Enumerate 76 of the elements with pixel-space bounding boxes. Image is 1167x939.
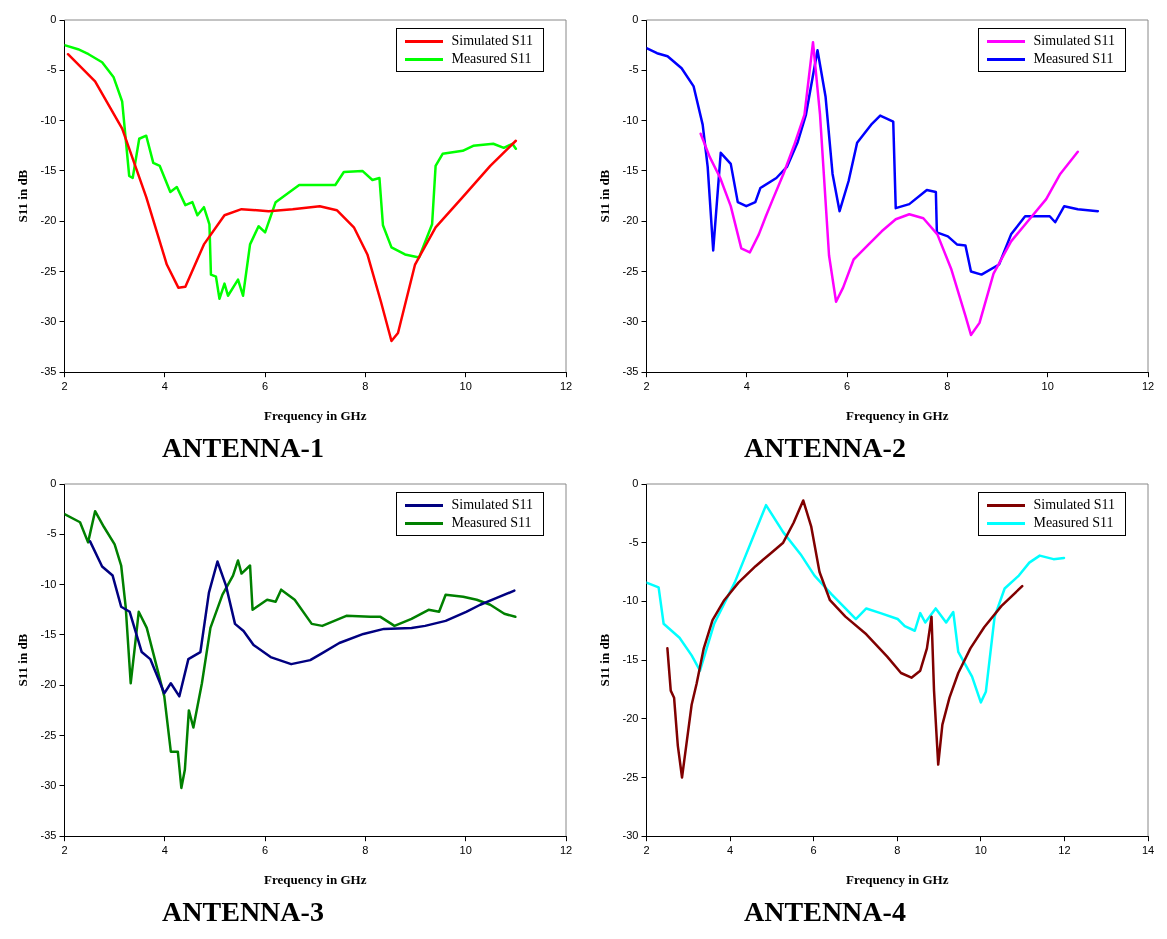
legend-label: Measured S11 <box>1033 514 1114 532</box>
x-tick-label: 12 <box>559 379 573 392</box>
x-tick-label: 8 <box>894 843 901 856</box>
legend-label: Simulated S11 <box>451 496 533 514</box>
y-tick-label: -25 <box>40 728 57 741</box>
x-tick-label: 4 <box>161 843 168 856</box>
legend-label: Simulated S11 <box>1033 32 1115 50</box>
y-tick-label: -15 <box>622 163 639 176</box>
x-axis-title: Frequency in GHz <box>846 407 949 423</box>
y-tick-label: -30 <box>622 314 639 327</box>
legend-label: Simulated S11 <box>1033 496 1115 514</box>
y-tick-label: -10 <box>622 594 639 607</box>
y-tick-label: 0 <box>632 13 639 26</box>
y-tick-label: -35 <box>622 365 639 378</box>
y-tick-label: -10 <box>622 113 639 126</box>
legend-label: Simulated S11 <box>451 32 533 50</box>
y-tick-label: -25 <box>622 770 639 783</box>
y-axis-title: S11 in dB <box>597 169 613 223</box>
x-tick-label: 2 <box>643 843 650 856</box>
y-tick-label: -15 <box>622 653 639 666</box>
x-tick-label: 4 <box>727 843 734 856</box>
x-tick-label: 4 <box>161 379 168 392</box>
y-tick-label: 0 <box>50 477 57 490</box>
text: ANTENNA-1 <box>161 432 325 464</box>
legend-label: Measured S11 <box>451 50 532 68</box>
y-tick-label: -20 <box>40 678 57 691</box>
x-axis-title: Frequency in GHz <box>846 871 949 887</box>
x-tick-label: 8 <box>362 843 369 856</box>
x-tick-label: 2 <box>61 379 68 392</box>
y-tick-label: -5 <box>628 535 639 548</box>
y-tick-label: -10 <box>40 577 57 590</box>
x-tick-label: 12 <box>1141 379 1155 392</box>
y-tick-label: -30 <box>40 778 57 791</box>
y-tick-label: -5 <box>628 63 639 76</box>
y-tick-label: 0 <box>50 13 57 26</box>
x-tick-label: 10 <box>459 379 472 392</box>
y-tick-label: -15 <box>40 627 57 640</box>
legend-label: Measured S11 <box>1033 50 1114 68</box>
x-tick-label: 10 <box>1041 379 1054 392</box>
x-tick-label: 12 <box>559 843 573 856</box>
x-tick-label: 6 <box>810 843 817 856</box>
x-axis-title: Frequency in GHz <box>264 407 367 423</box>
y-tick-label: -5 <box>46 63 57 76</box>
x-tick-label: 8 <box>362 379 369 392</box>
x-tick-label: 10 <box>459 843 472 856</box>
x-axis-title: Frequency in GHz <box>264 871 367 887</box>
text: ANTENNA-4 <box>743 896 907 928</box>
y-tick-label: -10 <box>40 113 57 126</box>
x-tick-label: 4 <box>743 379 750 392</box>
x-tick-label: 2 <box>61 843 68 856</box>
x-tick-label: 6 <box>262 843 269 856</box>
text: ANTENNA-2 <box>743 432 907 464</box>
y-tick-label: -15 <box>40 163 57 176</box>
y-axis-title: S11 in dB <box>597 633 613 687</box>
y-tick-label: -30 <box>40 314 57 327</box>
text: ANTENNA-3 <box>161 896 325 928</box>
x-tick-label: 12 <box>1058 843 1071 856</box>
y-tick-label: -20 <box>622 214 639 227</box>
y-tick-label: -20 <box>40 214 57 227</box>
y-tick-label: 0 <box>632 477 639 490</box>
y-axis-title: S11 in dB <box>15 633 31 687</box>
legend-label: Measured S11 <box>451 514 532 532</box>
x-tick-label: 2 <box>643 379 650 392</box>
x-tick-label: 8 <box>944 379 951 392</box>
y-tick-label: -30 <box>622 829 639 842</box>
x-tick-label: 14 <box>1141 843 1155 856</box>
y-tick-label: -25 <box>40 264 57 277</box>
x-tick-label: 10 <box>974 843 987 856</box>
y-tick-label: -35 <box>40 365 57 378</box>
y-tick-label: -35 <box>40 829 57 842</box>
x-tick-label: 6 <box>844 379 851 392</box>
y-tick-label: -20 <box>622 711 639 724</box>
y-axis-title: S11 in dB <box>15 169 31 223</box>
y-tick-label: -25 <box>622 264 639 277</box>
x-tick-label: 6 <box>262 379 269 392</box>
y-tick-label: -5 <box>46 527 57 540</box>
